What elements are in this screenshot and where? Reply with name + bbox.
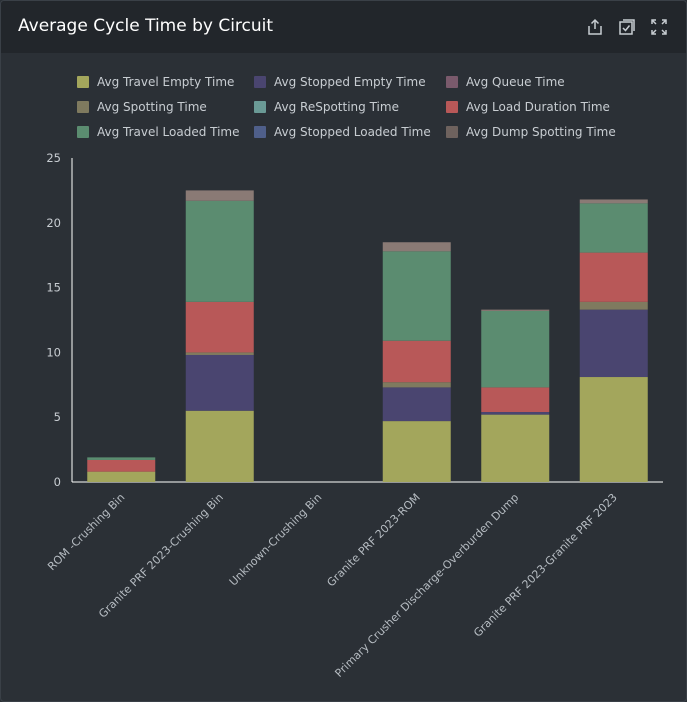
legend-label: Avg Queue Time bbox=[466, 75, 565, 89]
legend-swatch bbox=[446, 76, 458, 88]
bar-segment[interactable] bbox=[185, 354, 254, 411]
legend-item[interactable]: Avg Travel Loaded Time bbox=[77, 123, 240, 141]
bar-segment[interactable] bbox=[579, 203, 648, 253]
legend-swatch bbox=[77, 76, 89, 88]
legend-item[interactable]: Avg Stopped Empty Time bbox=[254, 73, 426, 91]
legend-label: Avg Travel Loaded Time bbox=[97, 125, 240, 139]
legend-item[interactable]: Avg Dump Spotting Time bbox=[446, 123, 616, 141]
bar-segment[interactable] bbox=[185, 410, 254, 482]
bar-segment[interactable] bbox=[481, 310, 550, 388]
y-tick-label: 20 bbox=[46, 216, 61, 230]
legend-swatch bbox=[77, 126, 89, 138]
legend-swatch bbox=[254, 126, 266, 138]
y-tick-label: 5 bbox=[54, 410, 61, 424]
legend-label: Avg Dump Spotting Time bbox=[466, 125, 616, 139]
bar-segment[interactable] bbox=[185, 352, 254, 355]
legend-item[interactable]: Avg ReSpotting Time bbox=[254, 98, 399, 116]
expand-icon[interactable] bbox=[649, 17, 669, 37]
legend-swatch bbox=[254, 76, 266, 88]
y-tick-label: 15 bbox=[46, 281, 61, 295]
x-tick-label: ROM -Crushing Bin bbox=[45, 491, 127, 573]
legend-swatch bbox=[446, 101, 458, 113]
legend-label: Avg Load Duration Time bbox=[466, 100, 610, 114]
bar-segment[interactable] bbox=[87, 459, 156, 472]
bar-segment[interactable] bbox=[481, 387, 550, 413]
chart-legend: Avg Travel Empty Time Avg Stopped Empty T… bbox=[77, 73, 677, 153]
share-icon[interactable] bbox=[585, 17, 605, 37]
panel-header: Average Cycle Time by Circuit bbox=[1, 1, 686, 53]
bar-segment[interactable] bbox=[579, 377, 648, 482]
bar-segment[interactable] bbox=[87, 457, 156, 460]
legend-swatch bbox=[77, 101, 89, 113]
y-tick-label: 25 bbox=[46, 151, 61, 165]
legend-item[interactable]: Avg Spotting Time bbox=[77, 98, 207, 116]
legend-item[interactable]: Avg Stopped Loaded Time bbox=[254, 123, 431, 141]
legend-label: Avg Travel Empty Time bbox=[97, 75, 235, 89]
bar-segment[interactable] bbox=[87, 471, 156, 482]
x-tick-label: Unknown-Crushing Bin bbox=[227, 491, 325, 589]
bar-segment[interactable] bbox=[382, 421, 451, 482]
x-tick-label: Granite PRF 2023-ROM bbox=[324, 491, 422, 589]
legend-label: Avg Stopped Empty Time bbox=[274, 75, 426, 89]
bar-segment[interactable] bbox=[185, 200, 254, 302]
bar-segment[interactable] bbox=[382, 242, 451, 252]
legend-item[interactable]: Avg Queue Time bbox=[446, 73, 565, 91]
checkbox-icon[interactable] bbox=[617, 17, 637, 37]
legend-label: Avg Spotting Time bbox=[97, 100, 207, 114]
y-tick-label: 0 bbox=[54, 475, 61, 489]
legend-swatch bbox=[446, 126, 458, 138]
legend-item[interactable]: Avg Load Duration Time bbox=[446, 98, 610, 116]
bar-segment[interactable] bbox=[579, 252, 648, 302]
legend-label: Avg ReSpotting Time bbox=[274, 100, 399, 114]
legend-item[interactable]: Avg Travel Empty Time bbox=[77, 73, 234, 91]
panel-title: Average Cycle Time by Circuit bbox=[18, 16, 274, 36]
bar-segment[interactable] bbox=[481, 412, 550, 415]
bar-segment[interactable] bbox=[481, 414, 550, 482]
bar-segment[interactable] bbox=[382, 251, 451, 341]
bar-segment[interactable] bbox=[382, 382, 451, 388]
bar-segment[interactable] bbox=[579, 301, 648, 310]
bar-segment[interactable] bbox=[382, 387, 451, 422]
bar-segment[interactable] bbox=[481, 309, 550, 311]
y-tick-label: 10 bbox=[46, 345, 61, 359]
x-tick-label: Primary Crusher Discharge-Overburden Dum… bbox=[332, 491, 521, 680]
legend-swatch bbox=[254, 101, 266, 113]
bar-segment[interactable] bbox=[579, 199, 648, 204]
bar-segment[interactable] bbox=[579, 309, 648, 378]
bar-segment[interactable] bbox=[185, 190, 254, 201]
legend-label: Avg Stopped Loaded Time bbox=[274, 125, 431, 139]
bar-segment[interactable] bbox=[185, 301, 254, 353]
bar-segment[interactable] bbox=[382, 340, 451, 383]
